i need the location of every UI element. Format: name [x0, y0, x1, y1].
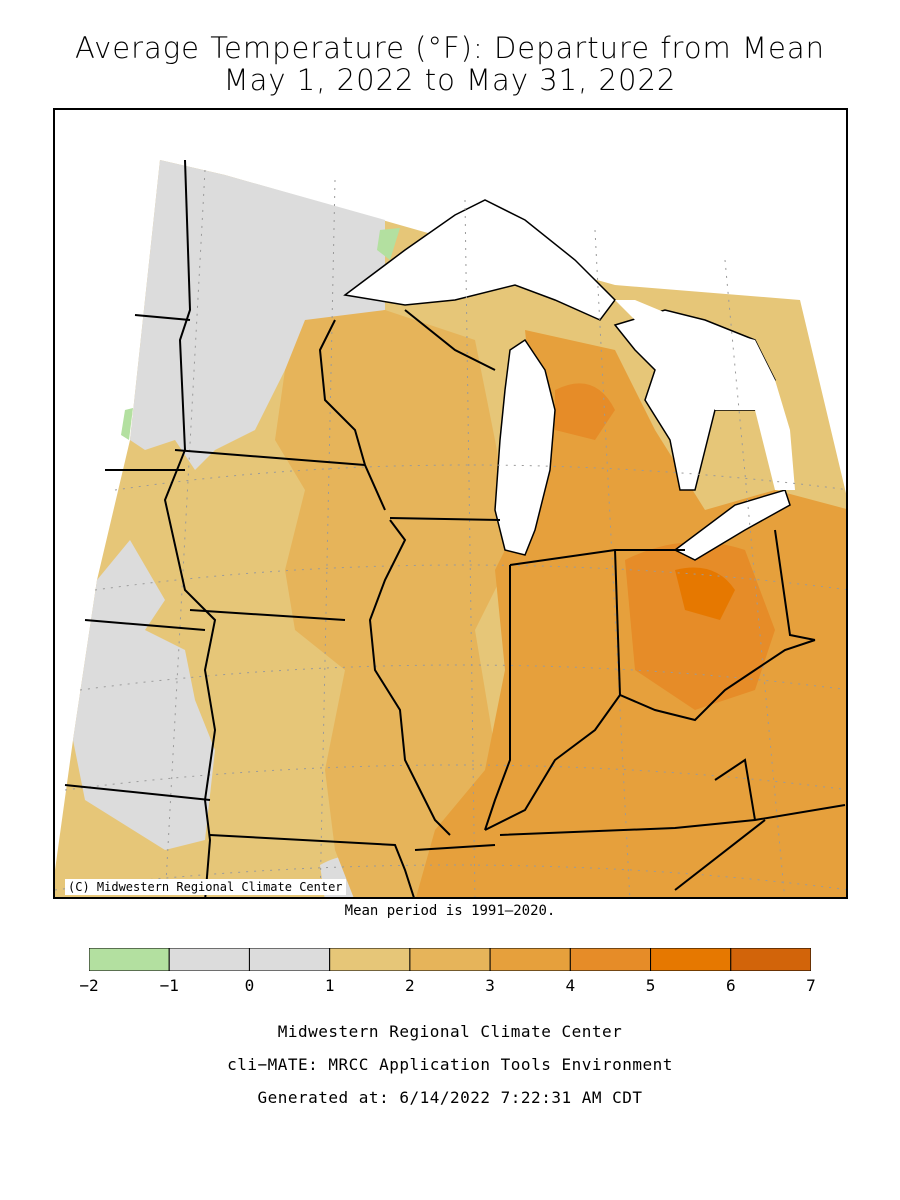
legend-tick-label: 5: [645, 976, 656, 995]
mean-period-note: Mean period is 1991–2020.: [344, 903, 556, 919]
lake-erie: [673, 489, 791, 561]
zone-0-to-1-north: [130, 160, 385, 470]
zone-4-to-5-mi: [555, 383, 615, 440]
legend-swatch: [730, 948, 811, 971]
legend-tick-label: 7: [806, 976, 816, 995]
zone-2-to-3: [275, 310, 554, 897]
temperature-departure-map: (C) Midwestern Regional Climate Center: [53, 108, 848, 899]
legend-tick-label: 4: [565, 976, 576, 995]
legend-swatch: [650, 948, 732, 971]
map-credit: (C) Midwestern Regional Climate Center: [65, 879, 346, 895]
footer-organization: Midwestern Regional Climate Center: [277, 1022, 623, 1041]
state-borders: [64, 159, 846, 897]
footer-application: cli−MATE: MRCC Application Tools Environ…: [227, 1055, 673, 1074]
map-canvas: [55, 110, 846, 897]
map-date-range: May 1, 2022 to May 31, 2022: [223, 63, 677, 97]
legend-swatch: [489, 948, 571, 971]
legend-tick-label: 6: [725, 976, 736, 995]
zone-0-to-1-west: [73, 540, 215, 850]
legend-tick-label: 0: [244, 976, 255, 995]
graticule: [55, 169, 846, 897]
legend-ticks: −2 −1 0 1 2 3 4 5 6 7: [79, 976, 815, 996]
lake-michigan: [494, 338, 556, 556]
legend-swatch: [168, 948, 250, 971]
legend-swatch: [569, 948, 652, 971]
zone-neg-1-to-neg-2-b: [121, 408, 133, 440]
zone-4-to-5: [625, 542, 775, 710]
legend-swatch: [89, 948, 170, 971]
footer-generated-time: Generated at: 6/14/2022 7:22:31 AM CDT: [257, 1088, 643, 1107]
legend-swatch: [248, 948, 331, 971]
color-legend: [89, 948, 811, 971]
legend-swatch: [329, 948, 411, 971]
zone-5-to-6: [675, 567, 735, 620]
zone-neg-1-to-neg-2-a: [377, 228, 400, 260]
legend-tick-label: 3: [485, 976, 495, 995]
ontario-land: [615, 300, 795, 490]
legend-tick-label: 2: [405, 976, 415, 995]
legend-tick-label: 1: [324, 976, 335, 995]
legend-tick-label: −1: [159, 976, 179, 995]
map-title: Average Temperature (°F): Departure from…: [74, 31, 826, 65]
legend-swatch: [409, 948, 491, 971]
legend-tick-label: −2: [79, 976, 99, 995]
